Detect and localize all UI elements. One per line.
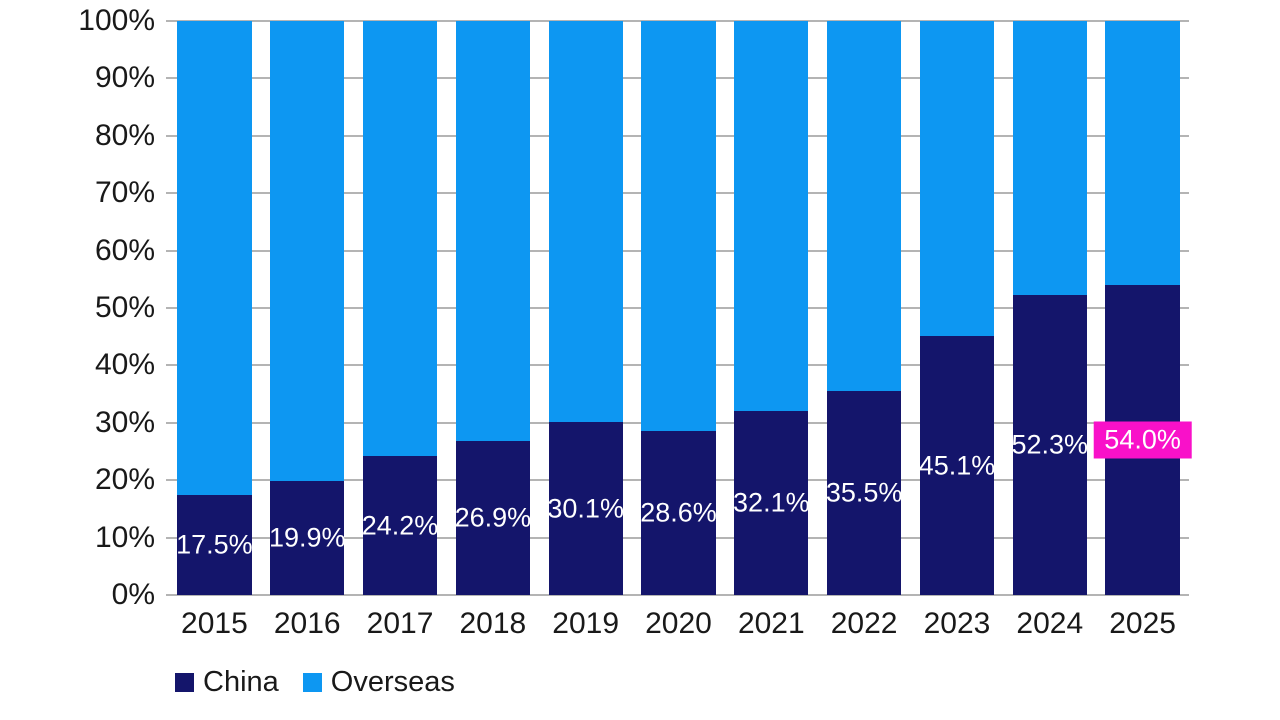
legend-label-china: China: [203, 666, 279, 698]
y-tick-label: 50%: [94, 291, 155, 324]
bar-segment-overseas-2016: [270, 21, 345, 481]
bar-value-label: 52.3%: [1011, 429, 1089, 460]
bar-segment-china-2023: [919, 336, 995, 595]
bar-segment-china-2015: [177, 494, 252, 595]
x-tick-label: 2017: [366, 607, 434, 640]
overseas-color-swatch: [302, 673, 322, 692]
bar-value-label: 45.1%: [918, 450, 996, 481]
y-tick-label: 90%: [94, 61, 155, 95]
bar-segment-overseas-2022: [827, 21, 902, 392]
bar-segment-overseas-2017: [362, 21, 438, 457]
legend-item-overseas: Overseas: [302, 666, 455, 698]
y-tick-label: 80%: [94, 118, 155, 152]
bar-segment-overseas-2015: [177, 21, 252, 495]
x-tick-label: 2015: [181, 607, 248, 640]
y-tick-label: 10%: [94, 520, 155, 554]
bar-value-label: 17.5%: [176, 529, 253, 560]
x-tick-label: 2016: [273, 607, 341, 640]
y-tick-label: 100%: [78, 4, 155, 37]
x-tick-label: 2018: [459, 607, 527, 640]
bar-value-label: 30.1%: [547, 493, 624, 524]
bar-segment-china-2022: [827, 391, 902, 595]
bar-value-label: 28.6%: [640, 497, 717, 528]
bar-segment-overseas-2018: [455, 21, 530, 441]
bar-value-label: 32.1%: [733, 487, 810, 518]
bar-value-label: 24.2%: [361, 510, 439, 541]
x-tick-label: 2019: [552, 607, 620, 640]
bar-segment-china-2016: [270, 480, 345, 595]
x-tick-label: 2025: [1109, 607, 1176, 640]
y-tick-label: 0%: [111, 578, 155, 611]
bar-segment-overseas-2019: [548, 21, 623, 423]
highlighted-value-label: 54.0%: [1093, 421, 1192, 459]
bar-segment-china-2019: [548, 422, 623, 595]
y-tick-label: 20%: [94, 463, 155, 497]
y-tick-label: 30%: [94, 405, 155, 439]
x-tick-label: 2020: [645, 607, 712, 640]
bar-value-label: 26.9%: [454, 502, 532, 533]
bar-segment-china-2020: [641, 430, 716, 595]
x-tick-label: 2021: [737, 607, 805, 640]
bar-segment-overseas-2021: [734, 21, 809, 411]
bar-segment-overseas-2025: [1105, 21, 1180, 286]
china-color-swatch: [175, 673, 194, 692]
y-tick-label: 60%: [94, 233, 155, 267]
bar-value-label: 19.9%: [268, 522, 346, 553]
x-tick-label: 2023: [923, 607, 991, 640]
bar-segment-china-2024: [1012, 294, 1087, 595]
bar-segment-china-2021: [734, 410, 809, 595]
bar-segment-overseas-2023: [919, 21, 995, 337]
bar-segment-china-2017: [362, 456, 438, 595]
legend-label-overseas: Overseas: [330, 666, 455, 698]
x-tick-label: 2024: [1016, 607, 1084, 640]
x-tick-label: 2022: [830, 607, 898, 640]
legend-item-china: China: [175, 668, 279, 697]
x-axis-line: [166, 594, 1189, 596]
bar-segment-china-2018: [455, 440, 530, 595]
bar-value-label: 35.5%: [825, 477, 903, 508]
y-tick-label: 40%: [94, 348, 155, 382]
bar-segment-overseas-2024: [1012, 21, 1087, 295]
y-tick-label: 70%: [94, 176, 155, 210]
legend: China Overseas: [175, 668, 455, 697]
bar-segment-overseas-2020: [641, 21, 716, 431]
